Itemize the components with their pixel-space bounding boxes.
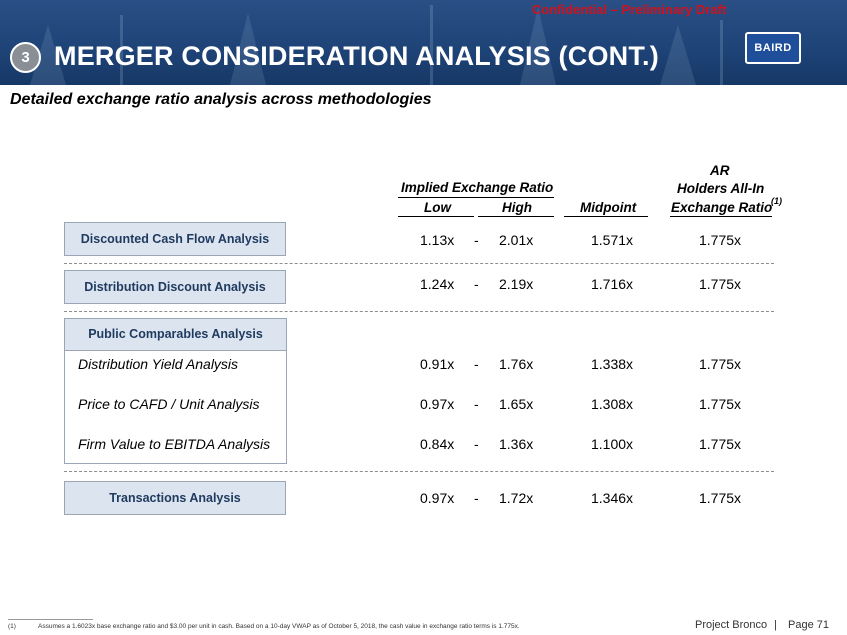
footer-separator: | bbox=[774, 619, 777, 631]
ta-high: 1.72x bbox=[499, 490, 534, 506]
background-mast bbox=[720, 20, 723, 85]
range-dash: - bbox=[474, 396, 479, 412]
pca-item-high: 1.65x bbox=[499, 396, 534, 412]
header-banner bbox=[0, 0, 847, 85]
pca-item-ar: 1.775x bbox=[699, 396, 742, 412]
footnote-text: Assumes a 1.6023x base exchange ratio an… bbox=[38, 623, 520, 630]
dcf-midpoint: 1.571x bbox=[591, 232, 634, 248]
header-underline bbox=[398, 197, 554, 198]
dcf-method-box: Discounted Cash Flow Analysis bbox=[64, 222, 286, 256]
dcf-ar: 1.775x bbox=[699, 232, 742, 248]
background-mast bbox=[430, 5, 433, 85]
pca-item-label: Distribution Yield Analysis bbox=[78, 356, 239, 372]
footnote-number: (1) bbox=[8, 623, 16, 630]
dda-method-box: Distribution Discount Analysis bbox=[64, 270, 286, 304]
row-divider bbox=[64, 263, 774, 264]
col-header-implied: Implied Exchange Ratio bbox=[401, 180, 554, 195]
pca-item-low: 0.91x bbox=[420, 356, 455, 372]
ta-ar: 1.775x bbox=[699, 490, 742, 506]
row-divider bbox=[64, 311, 774, 312]
ta-method-box: Transactions Analysis bbox=[64, 481, 286, 515]
footnote-ref: (1) bbox=[771, 196, 782, 206]
dda-low: 1.24x bbox=[420, 276, 455, 292]
dda-midpoint: 1.716x bbox=[591, 276, 634, 292]
confidential-label: Confidential – Preliminary Draft bbox=[532, 2, 727, 17]
dcf-low: 1.13x bbox=[420, 232, 455, 248]
col-header-ar-line2: Holders All-In bbox=[677, 181, 765, 196]
background-mast bbox=[120, 15, 123, 85]
pca-item-midpoint: 1.308x bbox=[591, 396, 634, 412]
col-header-high: High bbox=[502, 200, 532, 215]
pca-item-ar: 1.775x bbox=[699, 436, 742, 452]
row-divider bbox=[64, 471, 774, 472]
col-header-midpoint: Midpoint bbox=[580, 200, 637, 215]
baird-logo: BAIRD bbox=[745, 32, 801, 64]
pca-item-label: Firm Value to EBITDA Analysis bbox=[78, 436, 271, 452]
header-underline bbox=[478, 216, 554, 217]
background-derrick bbox=[520, 7, 556, 85]
pca-item-label: Price to CAFD / Unit Analysis bbox=[78, 396, 260, 412]
dda-high: 2.19x bbox=[499, 276, 534, 292]
pca-item-high: 1.76x bbox=[499, 356, 534, 372]
range-dash: - bbox=[474, 232, 479, 248]
range-dash: - bbox=[474, 490, 479, 506]
footnote: (1) Assumes a 1.6023x base exchange ratio… bbox=[8, 623, 520, 630]
header-underline bbox=[564, 216, 648, 217]
pca-item-high: 1.36x bbox=[499, 436, 534, 452]
col-header-ar-line1: AR bbox=[710, 163, 730, 178]
range-dash: - bbox=[474, 356, 479, 372]
pca-item-ar: 1.775x bbox=[699, 356, 742, 372]
ta-low: 0.97x bbox=[420, 490, 455, 506]
range-dash: - bbox=[474, 276, 479, 292]
col-header-low: Low bbox=[424, 200, 451, 215]
background-derrick bbox=[660, 25, 696, 85]
pca-group-box: Public Comparables Analysis bbox=[64, 318, 287, 464]
page-subtitle: Detailed exchange ratio analysis across … bbox=[10, 91, 432, 108]
range-dash: - bbox=[474, 436, 479, 452]
section-number-badge: 3 bbox=[10, 42, 41, 73]
header-underline bbox=[398, 216, 474, 217]
pca-item-midpoint: 1.100x bbox=[591, 436, 634, 452]
background-derrick bbox=[230, 13, 266, 85]
header-underline bbox=[670, 216, 772, 217]
pca-group-header: Public Comparables Analysis bbox=[65, 319, 286, 351]
dda-ar: 1.775x bbox=[699, 276, 742, 292]
footer-project: Project Bronco bbox=[695, 619, 768, 631]
pca-item-midpoint: 1.338x bbox=[591, 356, 634, 372]
pca-item-low: 0.97x bbox=[420, 396, 455, 412]
ta-midpoint: 1.346x bbox=[591, 490, 634, 506]
footer-page-number: Page 71 bbox=[788, 619, 829, 631]
col-header-ar-line3: Exchange Ratio bbox=[671, 200, 773, 215]
footnote-rule bbox=[8, 619, 93, 620]
dcf-high: 2.01x bbox=[499, 232, 534, 248]
pca-item-low: 0.84x bbox=[420, 436, 455, 452]
page-title: MERGER CONSIDERATION ANALYSIS (CONT.) bbox=[54, 41, 659, 71]
